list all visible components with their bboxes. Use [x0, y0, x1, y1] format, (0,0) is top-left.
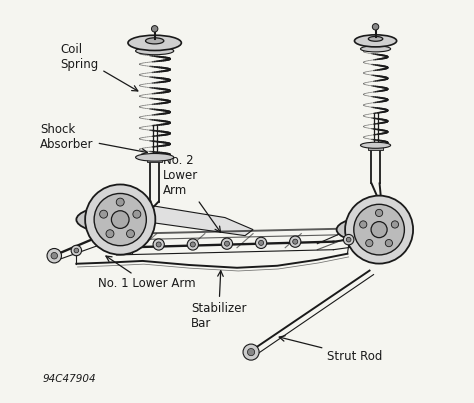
Ellipse shape — [128, 35, 182, 50]
Circle shape — [247, 349, 255, 356]
Circle shape — [100, 210, 108, 218]
Circle shape — [373, 24, 379, 30]
Text: 94C47904: 94C47904 — [42, 374, 96, 384]
Circle shape — [346, 237, 351, 242]
Circle shape — [365, 239, 373, 247]
Circle shape — [293, 239, 298, 244]
Text: Coil
Spring: Coil Spring — [60, 43, 138, 91]
Ellipse shape — [136, 47, 174, 55]
Circle shape — [224, 241, 229, 246]
Circle shape — [133, 210, 141, 218]
Ellipse shape — [368, 36, 383, 41]
Circle shape — [111, 211, 129, 229]
Bar — [368, 145, 383, 150]
Circle shape — [85, 185, 155, 255]
Ellipse shape — [136, 154, 174, 161]
Circle shape — [344, 235, 354, 245]
Circle shape — [375, 209, 383, 216]
Circle shape — [371, 222, 387, 238]
Circle shape — [221, 238, 233, 249]
Circle shape — [156, 242, 161, 247]
Circle shape — [255, 237, 267, 249]
Circle shape — [345, 195, 413, 264]
Ellipse shape — [355, 35, 397, 47]
Circle shape — [71, 245, 82, 256]
Circle shape — [392, 221, 399, 228]
Circle shape — [243, 344, 259, 360]
Ellipse shape — [337, 217, 410, 243]
Circle shape — [258, 240, 264, 245]
Ellipse shape — [76, 206, 153, 233]
Ellipse shape — [361, 46, 391, 52]
Ellipse shape — [361, 142, 391, 148]
Circle shape — [94, 193, 146, 246]
Circle shape — [153, 239, 164, 250]
Circle shape — [152, 26, 158, 32]
Circle shape — [47, 249, 62, 263]
Circle shape — [74, 248, 79, 253]
Text: No. 1 Lower Arm: No. 1 Lower Arm — [99, 256, 196, 290]
Circle shape — [127, 230, 135, 238]
Bar — [147, 157, 162, 162]
Circle shape — [116, 198, 124, 206]
Circle shape — [385, 239, 392, 247]
Circle shape — [360, 221, 367, 228]
Polygon shape — [130, 204, 253, 236]
Circle shape — [51, 252, 57, 259]
Text: No. 2
Lower
Arm: No. 2 Lower Arm — [163, 154, 220, 232]
Text: Strut Rod: Strut Rod — [279, 336, 383, 363]
Circle shape — [106, 230, 114, 238]
Circle shape — [190, 242, 195, 247]
Circle shape — [290, 236, 301, 247]
Text: Stabilizer
Bar: Stabilizer Bar — [191, 271, 246, 330]
Circle shape — [187, 239, 199, 250]
Ellipse shape — [146, 38, 164, 44]
Circle shape — [354, 204, 404, 255]
Text: Shock
Absorber: Shock Absorber — [40, 123, 147, 154]
